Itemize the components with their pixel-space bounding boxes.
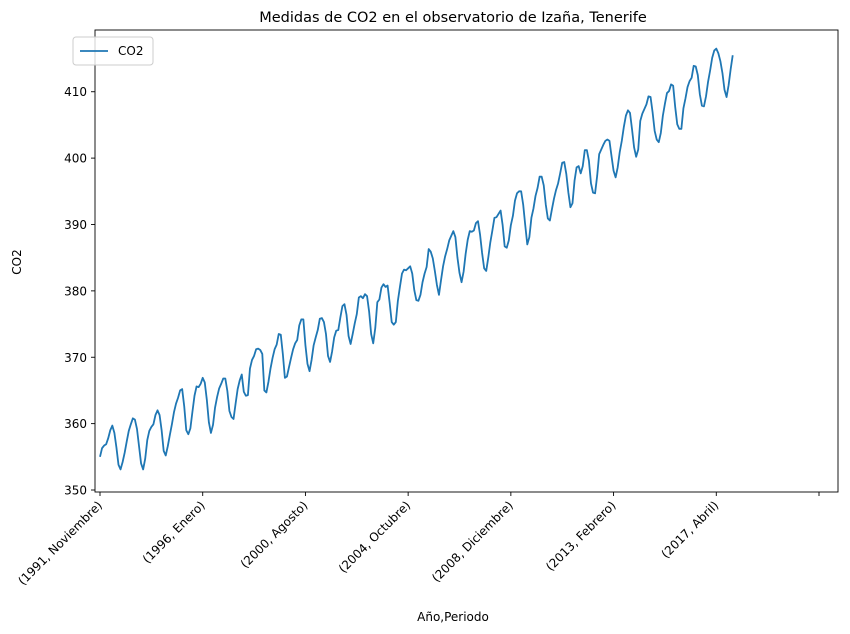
y-tick-label: 400 bbox=[64, 152, 87, 166]
x-tick-label: (1991, Noviembre) bbox=[15, 498, 105, 588]
legend-box bbox=[72, 36, 154, 66]
x-tick-label: (2013, Febrero) bbox=[543, 498, 619, 574]
y-axis: 350 360 370 380 390 400 410 bbox=[64, 85, 95, 498]
x-tick-label: (1996, Enero) bbox=[140, 498, 208, 566]
plot-area bbox=[94, 29, 839, 493]
series-line-co2 bbox=[99, 47, 734, 471]
y-tick-label: 390 bbox=[64, 218, 87, 232]
y-tick-label: 360 bbox=[64, 417, 87, 431]
x-tick-label: (2000, Agosto) bbox=[238, 498, 311, 571]
y-tick-label: 410 bbox=[64, 85, 87, 99]
x-axis: (1991, Noviembre) (1996, Enero) (2000, Ago… bbox=[15, 492, 820, 588]
x-tick-label: (2008, Diciembre) bbox=[429, 498, 516, 585]
y-axis-label: CO2 bbox=[10, 249, 24, 274]
x-axis-label: Año,Periodo bbox=[417, 610, 489, 624]
x-tick-label: (2017, Abril) bbox=[658, 498, 721, 561]
y-tick-label: 380 bbox=[64, 284, 87, 298]
chart-title: Medidas de CO2 en el observatorio de Iza… bbox=[259, 10, 647, 26]
x-tick-label: (2004, Octubre) bbox=[336, 498, 413, 575]
legend-label-co2: CO2 bbox=[118, 44, 143, 58]
legend: CO2 bbox=[72, 36, 154, 66]
y-tick-label: 370 bbox=[64, 351, 87, 365]
y-tick-label: 350 bbox=[64, 484, 87, 498]
plot-frame bbox=[94, 29, 839, 493]
